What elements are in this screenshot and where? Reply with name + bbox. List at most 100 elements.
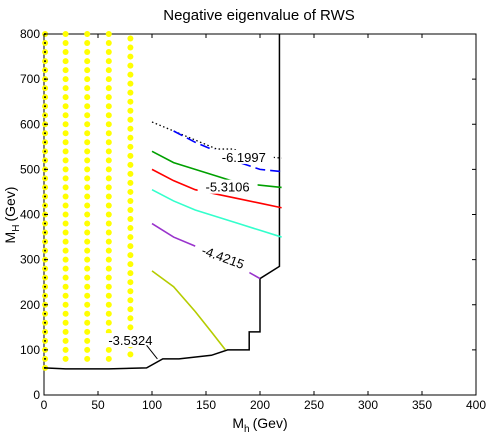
allowed-point [62,346,69,353]
x-axis-label-unit: (Gev) [253,415,288,431]
allowed-point [84,85,91,92]
allowed-point [84,76,91,83]
x-tick-label: 400 [466,398,486,412]
allowed-point [62,166,69,173]
allowed-point [105,292,112,299]
allowed-point [127,53,134,60]
x-tick-label: 350 [412,398,432,412]
allowed-point [127,143,134,150]
contour-labels-layer: -6.1997 -5.3106 -4.4215 -3.5324 [100,149,274,360]
allowed-point [127,170,134,177]
allowed-point [84,40,91,47]
allowed-point [127,297,134,304]
allowed-point [105,229,112,236]
contour-line [151,270,227,351]
y-axis-label-sub: H [11,225,22,232]
label-leader-line [146,345,158,360]
allowed-point [62,31,69,37]
allowed-point [84,49,91,56]
allowed-point [62,310,69,317]
allowed-point [62,247,69,254]
allowed-point [105,139,112,146]
allowed-point [84,67,91,74]
x-tick-label: 300 [358,398,378,412]
allowed-point [105,49,112,56]
allowed-point [105,58,112,65]
allowed-point [84,202,91,209]
allowed-point [62,139,69,146]
allowed-point [105,274,112,281]
x-axis-label-main: M [232,415,244,431]
allowed-point [105,310,112,317]
allowed-point [84,283,91,290]
allowed-point [127,306,134,313]
allowed-point [62,58,69,65]
allowed-point [127,288,134,295]
allowed-point [62,184,69,191]
allowed-point [84,265,91,272]
allowed-point [84,274,91,281]
allowed-point [105,103,112,110]
allowed-point [62,274,69,281]
allowed-point [105,220,112,227]
axis-point [44,222,46,225]
allowed-point [127,206,134,213]
allowed-point [105,301,112,308]
contour-label: -3.5324 [108,333,152,348]
allowed-point [84,166,91,173]
allowed-point [84,103,91,110]
y-axis-label: MH (Gev) [2,187,22,244]
allowed-point [84,256,91,263]
y-tick-label: 300 [20,253,40,267]
axis-point [44,60,46,63]
axis-point [44,294,46,297]
contour-line [151,188,282,238]
contour-label-bg [100,333,161,348]
axis-point [44,231,46,234]
y-tick-label: 0 [33,388,40,402]
allowed-point [127,89,134,96]
allowed-point [127,35,134,42]
allowed-point [84,247,91,254]
allowed-point [84,184,91,191]
allowed-point [62,256,69,263]
allowed-point [62,49,69,56]
allowed-point [84,211,91,218]
allowed-point [127,225,134,232]
allowed-point [62,319,69,326]
allowed-point [84,346,91,353]
allowed-point [62,175,69,182]
allowed-point [127,98,134,105]
y-tick-label: 200 [20,298,40,312]
y-axis-ticks: 0 100 200 300 400 500 600 700 800 [20,27,476,402]
y-tick-label: 500 [20,162,40,176]
allowed-point [127,270,134,277]
allowed-point [62,40,69,47]
axis-point [44,177,46,180]
axis-point [44,186,46,189]
allowed-point [62,130,69,137]
axis-point [44,267,46,270]
allowed-point [62,202,69,209]
allowed-point [84,139,91,146]
allowed-point [127,179,134,186]
allowed-point [127,44,134,51]
allowed-point [62,211,69,218]
allowed-point [84,337,91,344]
allowed-point [127,134,134,141]
allowed-point [84,157,91,164]
allowed-point [62,337,69,344]
x-tick-label: 200 [250,398,270,412]
axis-point [44,321,46,324]
allowed-point [105,238,112,245]
allowed-point [105,175,112,182]
allowed-point [127,197,134,204]
allowed-point [105,31,112,37]
axis-point [44,87,46,90]
y-axis-label-unit: (Gev) [2,187,18,222]
axis-point [44,42,46,45]
allowed-point [62,355,69,362]
axis-point [44,330,46,333]
axis-point [44,96,46,99]
allowed-point [105,265,112,272]
